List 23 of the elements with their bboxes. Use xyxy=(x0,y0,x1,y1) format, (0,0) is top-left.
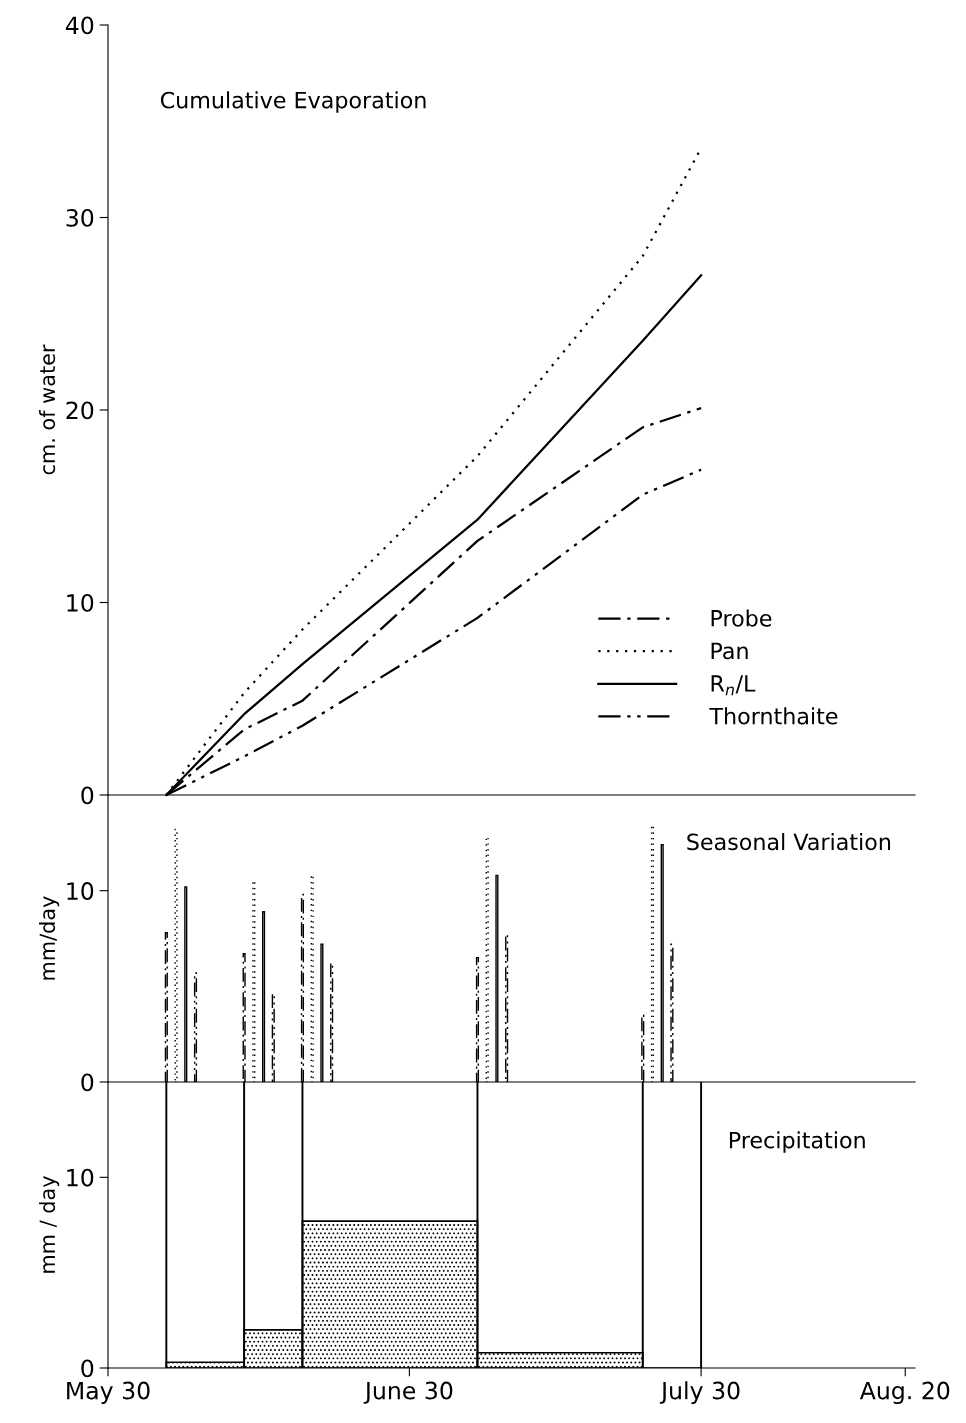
y-axis-title: mm / day xyxy=(39,1176,60,1273)
y-tick-label: 10 xyxy=(67,593,94,612)
y-tick-label: 0 xyxy=(81,786,94,805)
y-axis-title: cm. of water xyxy=(39,344,56,475)
legend-label: Thornthaite xyxy=(709,707,838,725)
y-tick-label: 10 xyxy=(67,1168,94,1187)
legend-label: Pan xyxy=(711,642,748,660)
x-tick-label: May 30 xyxy=(67,1381,150,1405)
y-tick-label: 40 xyxy=(65,16,94,35)
y-tick-label: 20 xyxy=(66,401,94,420)
y-tick-label: 0 xyxy=(81,1359,94,1378)
text: Seasonal Variation xyxy=(687,833,891,851)
y-tick-label: 10 xyxy=(67,882,94,900)
y-tick-label: 0 xyxy=(81,1073,94,1092)
legend-label: R$_{n}$/L xyxy=(711,675,756,696)
legend-label: Probe xyxy=(711,609,772,627)
x-tick-label: Aug. 20 xyxy=(859,1381,950,1405)
y-axis-title: mm/day xyxy=(39,896,60,980)
text: Cumulative Evaporation xyxy=(160,91,426,113)
text: Precipitation xyxy=(729,1131,865,1153)
y-tick-label: 30 xyxy=(66,208,94,227)
x-tick-label: July 30 xyxy=(659,1381,740,1405)
x-tick-label: June 30 xyxy=(363,1381,453,1404)
